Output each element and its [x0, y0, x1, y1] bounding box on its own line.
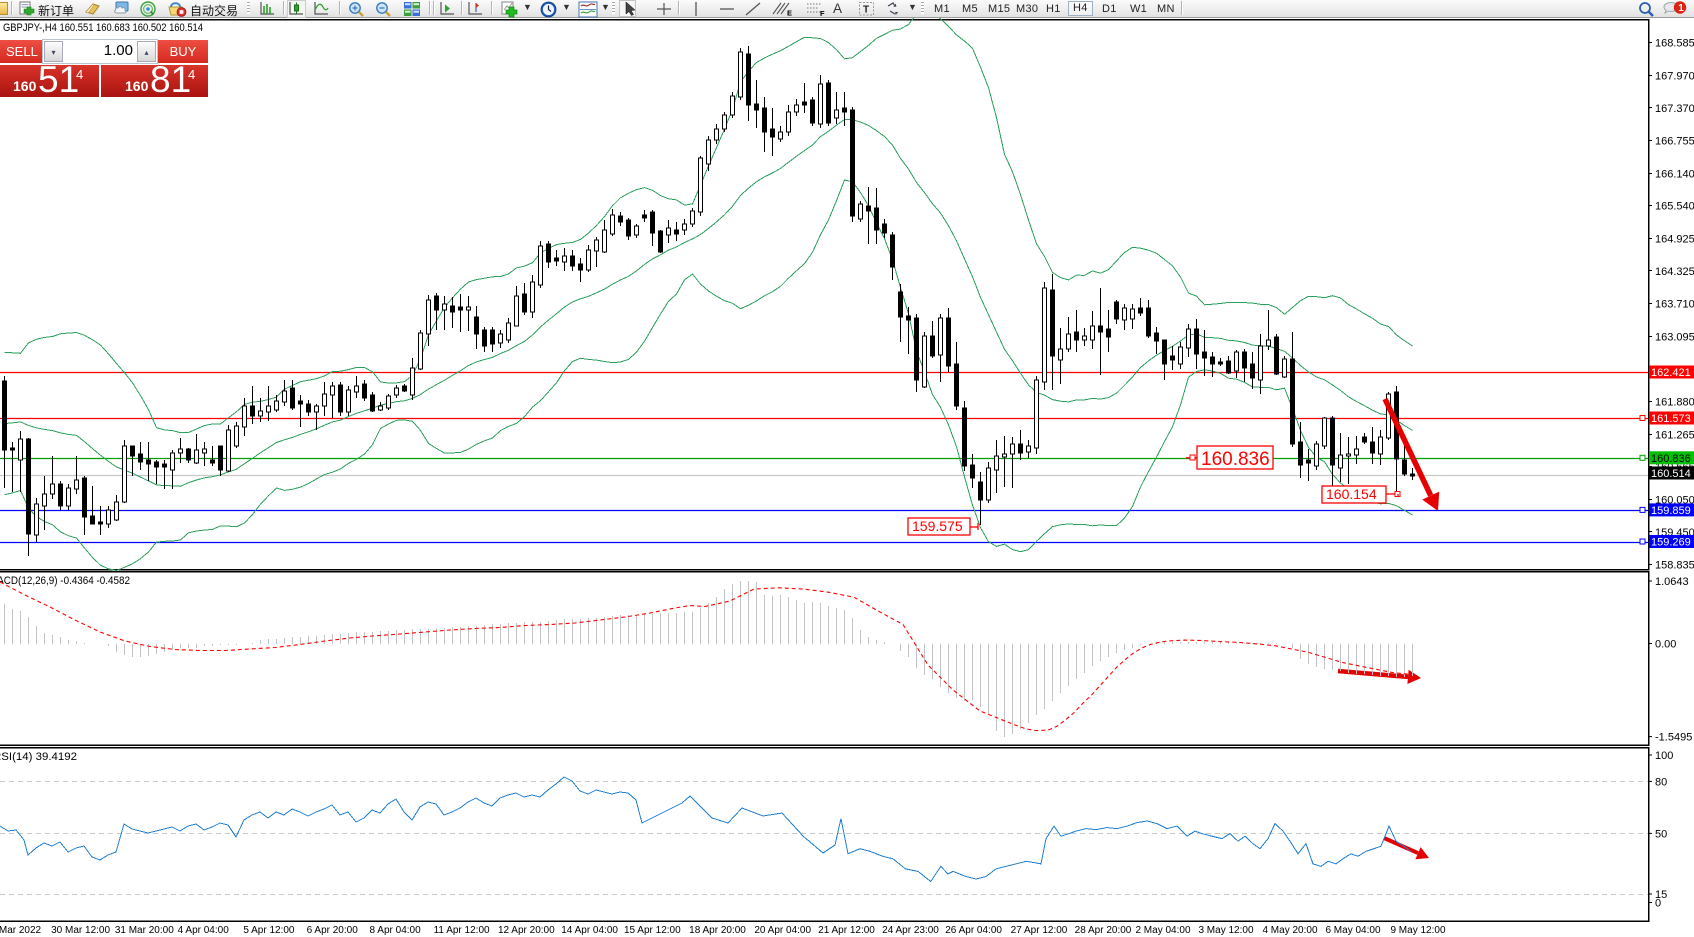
svg-text:18 Apr 20:00: 18 Apr 20:00: [689, 925, 746, 936]
svg-text:21 Apr 12:00: 21 Apr 12:00: [818, 925, 875, 936]
svg-text:163.710: 163.710: [1655, 299, 1694, 311]
svg-text:6 Apr 20:00: 6 Apr 20:00: [307, 925, 359, 936]
svg-text:161.573: 161.573: [1651, 413, 1691, 425]
svg-text:15: 15: [1655, 889, 1667, 901]
svg-text:50: 50: [1655, 828, 1667, 840]
svg-text:0.00: 0.00: [1655, 639, 1676, 651]
svg-text:0: 0: [1655, 898, 1661, 910]
svg-text:160.836: 160.836: [1201, 449, 1270, 470]
svg-text:165.540: 165.540: [1655, 201, 1694, 213]
svg-text:T: T: [863, 5, 869, 16]
svg-text:RSI(14) 39.4192: RSI(14) 39.4192: [0, 751, 77, 763]
svg-text:162.421: 162.421: [1651, 367, 1691, 379]
svg-text:2 May 04:00: 2 May 04:00: [1135, 925, 1190, 936]
svg-text:27 Apr 12:00: 27 Apr 12:00: [1011, 925, 1068, 936]
svg-text:6 May 04:00: 6 May 04:00: [1325, 925, 1380, 936]
svg-text:158.835: 158.835: [1655, 560, 1694, 572]
svg-text:MACD(12,26,9) -0.4364 -0.4582: MACD(12,26,9) -0.4364 -0.4582: [0, 575, 130, 587]
svg-text:-1.5495: -1.5495: [1655, 732, 1692, 744]
svg-text:8 Apr 04:00: 8 Apr 04:00: [370, 925, 422, 936]
svg-text:163.095: 163.095: [1655, 332, 1694, 344]
svg-text:164.925: 164.925: [1655, 234, 1694, 246]
svg-text:159.269: 159.269: [1651, 537, 1691, 549]
svg-text:167.970: 167.970: [1655, 71, 1694, 83]
svg-text:20 Apr 04:00: 20 Apr 04:00: [754, 925, 811, 936]
svg-text:166.140: 166.140: [1655, 169, 1694, 181]
svg-text:F: F: [820, 9, 825, 17]
svg-text:160.154: 160.154: [1326, 486, 1377, 502]
svg-text:26 Apr 04:00: 26 Apr 04:00: [945, 925, 1002, 936]
svg-text:164.325: 164.325: [1655, 266, 1694, 278]
svg-text:159.575: 159.575: [912, 518, 963, 534]
svg-text:28 Apr 20:00: 28 Apr 20:00: [1075, 925, 1132, 936]
svg-text:4 Apr 04:00: 4 Apr 04:00: [178, 925, 230, 936]
svg-text:GBPJPY-,H4 160.551 160.683 16: GBPJPY-,H4 160.551 160.683 160.502 160.5…: [3, 22, 203, 34]
svg-text:159.859: 159.859: [1651, 505, 1691, 517]
svg-text:Mar 2022: Mar 2022: [0, 925, 42, 936]
svg-text:5 Apr 12:00: 5 Apr 12:00: [243, 925, 295, 936]
svg-text:31 Mar 20:00: 31 Mar 20:00: [115, 925, 174, 936]
svg-text:167.370: 167.370: [1655, 103, 1694, 115]
svg-text:166.755: 166.755: [1655, 136, 1694, 148]
svg-text:14 Apr 04:00: 14 Apr 04:00: [561, 925, 618, 936]
svg-text:E: E: [787, 9, 792, 18]
svg-text:161.265: 161.265: [1655, 430, 1694, 442]
svg-text:4 May 20:00: 4 May 20:00: [1262, 925, 1317, 936]
svg-text:1.0643: 1.0643: [1655, 576, 1689, 588]
svg-text:160.514: 160.514: [1651, 468, 1691, 480]
svg-text:15 Apr 12:00: 15 Apr 12:00: [624, 925, 681, 936]
svg-text:168.585: 168.585: [1655, 38, 1694, 50]
svg-text:3 May 12:00: 3 May 12:00: [1198, 925, 1253, 936]
svg-text:80: 80: [1655, 776, 1667, 788]
svg-text:160.836: 160.836: [1651, 453, 1691, 465]
svg-text:1: 1: [1678, 3, 1684, 14]
svg-text:24 Apr 23:00: 24 Apr 23:00: [882, 925, 939, 936]
svg-text:161.880: 161.880: [1655, 397, 1694, 409]
svg-text:30 Mar 12:00: 30 Mar 12:00: [51, 925, 110, 936]
svg-text:9 May 12:00: 9 May 12:00: [1390, 925, 1445, 936]
svg-text:11 Apr 12:00: 11 Apr 12:00: [434, 925, 490, 936]
svg-text:12 Apr 20:00: 12 Apr 20:00: [498, 925, 555, 936]
svg-text:100: 100: [1655, 750, 1673, 762]
